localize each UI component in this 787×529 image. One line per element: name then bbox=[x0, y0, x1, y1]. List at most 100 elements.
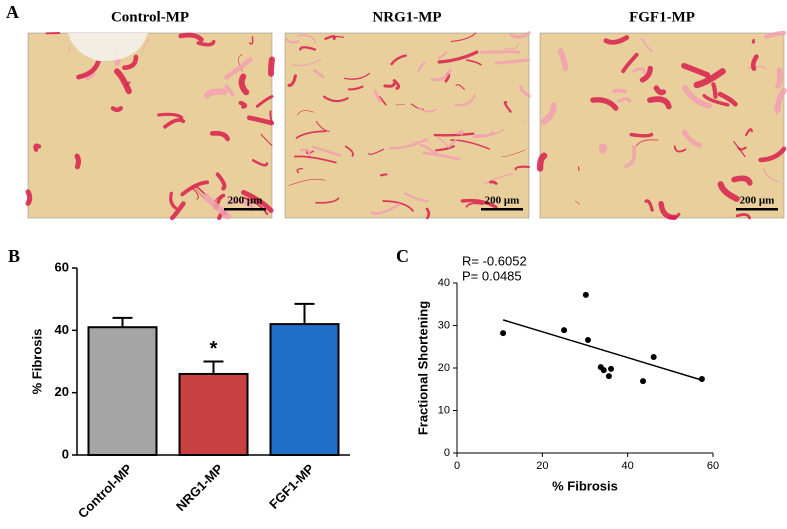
collagen-fiber bbox=[110, 105, 123, 112]
collagen-fiber bbox=[711, 82, 718, 99]
collagen-fiber bbox=[632, 67, 647, 75]
panel-label: A bbox=[6, 2, 19, 22]
collagen-fiber bbox=[169, 191, 178, 210]
histology-image: 200 μm bbox=[25, 32, 276, 221]
collagen-fiber bbox=[717, 181, 740, 202]
x-axis-label: % Fibrosis bbox=[552, 478, 618, 493]
collagen-fiber bbox=[603, 35, 630, 45]
x-tick-label: 60 bbox=[707, 460, 719, 472]
collagen-fiber bbox=[249, 36, 254, 45]
collagen-fiber bbox=[344, 145, 354, 157]
collagen-fiber bbox=[450, 139, 491, 150]
collagen-fiber bbox=[180, 180, 209, 197]
collagen-fiber bbox=[673, 145, 687, 153]
collagen-fiber bbox=[383, 82, 396, 88]
collagen-fiber bbox=[629, 132, 654, 138]
collagen-fiber bbox=[775, 87, 787, 113]
bar-chart: 0 20 40 60 % Fibrosis Control-MP NRG1-MP * FGF1-… bbox=[29, 259, 350, 521]
collagen-fiber bbox=[178, 32, 204, 43]
collagen-fiber bbox=[681, 62, 711, 78]
collagen-fiber bbox=[751, 38, 755, 44]
collagen-fiber bbox=[509, 31, 531, 39]
collagen-fiber bbox=[157, 112, 184, 120]
y-tick-label: 20 bbox=[55, 384, 69, 399]
data-point bbox=[605, 373, 612, 380]
tissue-background bbox=[539, 32, 785, 219]
collagen-fiber bbox=[371, 202, 401, 215]
collagen-fiber bbox=[417, 61, 426, 72]
collagen-fiber bbox=[639, 65, 653, 83]
collagen-fiber bbox=[503, 100, 512, 113]
scale-bar bbox=[224, 208, 266, 211]
data-point bbox=[650, 353, 657, 360]
tissue-background bbox=[284, 32, 530, 219]
collagen-fiber bbox=[745, 128, 753, 137]
collagen-fiber bbox=[735, 213, 751, 220]
image-title: NRG1-MP bbox=[372, 9, 441, 25]
collagen-fiber bbox=[540, 102, 557, 125]
collagen-fiber bbox=[315, 120, 330, 132]
collagen-fiber bbox=[644, 199, 654, 212]
collagen-fiber bbox=[419, 144, 439, 156]
x-tick-label: 40 bbox=[622, 460, 634, 472]
collagen-fiber bbox=[215, 172, 227, 191]
collagen-fiber bbox=[389, 138, 428, 150]
collagen-fiber bbox=[450, 32, 477, 42]
collagen-fiber bbox=[465, 202, 484, 208]
scale-bar bbox=[481, 208, 523, 211]
y-tick-label: 30 bbox=[438, 319, 450, 331]
collagen-fiber bbox=[682, 84, 712, 109]
x-tick-label: Control-MP bbox=[75, 461, 135, 521]
collagen-fiber bbox=[322, 95, 349, 103]
collagen-fiber bbox=[122, 54, 139, 70]
collagen-fiber bbox=[226, 199, 256, 212]
x-tick-label: 0 bbox=[454, 460, 460, 472]
histology-panels: Control-MP 200 μm NRG1-MP 200 μm FGF1-MP 200 … bbox=[25, 9, 787, 221]
collagen-fiber bbox=[774, 100, 782, 115]
stat-annotation: P= 0.0485 bbox=[462, 268, 522, 283]
scale-bar-label: 200 μm bbox=[485, 195, 520, 207]
tissue-background bbox=[27, 32, 273, 219]
collagen-fiber bbox=[196, 39, 216, 47]
y-axis-label: Fractional Shortening bbox=[415, 301, 430, 435]
collagen-fiber bbox=[294, 155, 337, 164]
y-tick-label: 40 bbox=[55, 322, 69, 337]
data-point bbox=[582, 291, 589, 298]
data-point bbox=[561, 327, 568, 334]
collagen-fiber bbox=[238, 100, 248, 109]
collagen-fiber bbox=[315, 197, 340, 204]
data-point bbox=[698, 376, 705, 383]
y-tick-label: 0 bbox=[444, 447, 450, 459]
collagen-fiber bbox=[242, 196, 269, 216]
collagen-fiber bbox=[454, 94, 476, 107]
image-title: Control-MP bbox=[111, 9, 189, 25]
data-point bbox=[640, 378, 647, 385]
collagen-fiber bbox=[612, 88, 627, 94]
collagen-fiber bbox=[255, 95, 274, 108]
collagen-fiber bbox=[378, 95, 387, 106]
collagen-fiber bbox=[368, 148, 385, 155]
collagen-fiber bbox=[390, 54, 407, 66]
collagen-fiber bbox=[447, 139, 457, 149]
regression-line bbox=[502, 319, 703, 381]
collagen-fiber bbox=[343, 72, 371, 80]
collagen-fiber bbox=[404, 192, 430, 203]
collagen-fiber bbox=[224, 84, 235, 97]
collagen-fiber bbox=[437, 50, 479, 64]
collagen-fiber bbox=[224, 57, 253, 80]
collagen-fiber bbox=[379, 173, 388, 177]
collagen-fiber bbox=[238, 73, 250, 96]
x-tick-label: 20 bbox=[536, 460, 548, 472]
collagen-fiber bbox=[750, 54, 759, 71]
collagen-fiber bbox=[590, 97, 619, 111]
collagen-fiber bbox=[311, 145, 342, 157]
collagen-fiber bbox=[599, 143, 608, 154]
collagen-fiber bbox=[763, 167, 779, 183]
significance-mark: * bbox=[210, 338, 218, 360]
collagen-fiber bbox=[85, 71, 96, 81]
collagen-fiber bbox=[433, 132, 475, 137]
collagen-fiber bbox=[775, 67, 783, 89]
y-tick-label: 10 bbox=[438, 404, 450, 416]
y-tick-label: 40 bbox=[438, 277, 450, 289]
histology-image: 200 μm bbox=[536, 30, 787, 221]
